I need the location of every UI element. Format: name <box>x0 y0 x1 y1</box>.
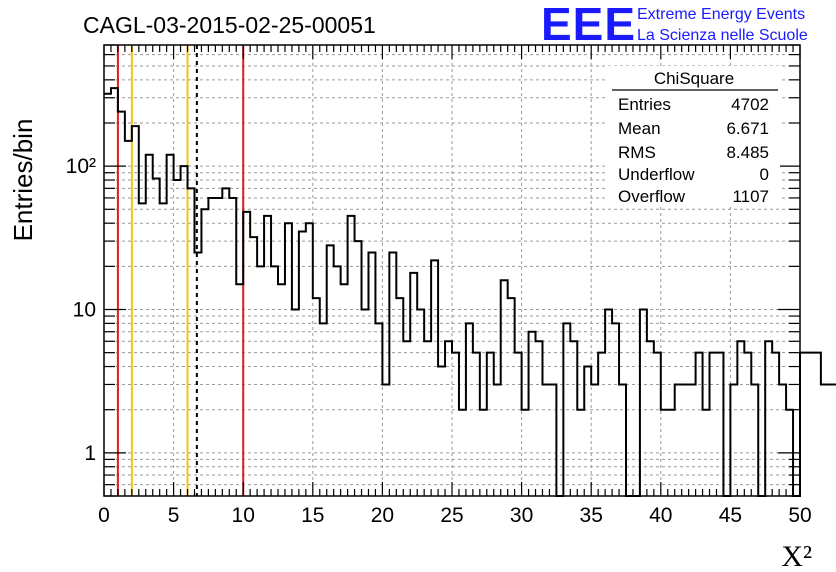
stats-label-entries: Entries <box>618 95 671 114</box>
stats-label-mean: Mean <box>618 119 661 138</box>
x-tick-label: 45 <box>719 504 742 527</box>
x-tick-label: 40 <box>649 504 672 527</box>
stats-value-mean: 6.671 <box>726 119 769 138</box>
stats-label-rms: RMS <box>618 143 656 162</box>
y-tick-label: 1 <box>84 442 96 465</box>
stats-value-underflow: 0 <box>760 165 769 184</box>
stats-value-entries: 4702 <box>731 95 769 114</box>
x-tick-label: 30 <box>510 504 533 527</box>
x-tick-label: 20 <box>371 504 394 527</box>
x-tick-label: 0 <box>98 504 110 527</box>
histogram-series <box>104 87 836 497</box>
logo-line-1: Extreme Energy Events <box>637 6 805 23</box>
chart-title: CAGL-03-2015-02-25-00051 <box>83 12 376 38</box>
stats-label-underflow: Underflow <box>618 165 695 184</box>
stats-box-background <box>608 66 780 206</box>
stats-title: ChiSquare <box>654 69 734 88</box>
x-tick-label: 50 <box>788 504 811 527</box>
stats-box: ChiSquare Entries 4702 Mean 6.671 RMS 8.… <box>608 66 780 206</box>
eee-logo: EEE Extreme Energy Events La Scienza nel… <box>541 0 808 50</box>
x-tick-label: 25 <box>440 504 463 527</box>
x-tick-label: 35 <box>580 504 603 527</box>
y-tick-label: 10 <box>73 298 96 321</box>
x-tick-label: 10 <box>232 504 255 527</box>
x-tick-label: 15 <box>301 504 324 527</box>
reference-lines <box>116 45 245 496</box>
x-axis-label: X² <box>781 540 812 572</box>
stats-value-overflow: 1107 <box>732 187 769 206</box>
y-axis-label: Entries/bin <box>8 119 38 242</box>
x-tick-label: 5 <box>168 504 180 527</box>
y-tick-label: 10² <box>66 155 96 178</box>
stats-label-overflow: Overflow <box>618 187 686 206</box>
logo-mark: EEE <box>541 0 636 50</box>
stats-value-rms: 8.485 <box>726 143 769 162</box>
logo-line-2: La Scienza nelle Scuole <box>637 27 808 44</box>
axis-ticks: 0 5 10 15 20 25 30 35 40 45 50 1 10 10² <box>66 44 812 527</box>
